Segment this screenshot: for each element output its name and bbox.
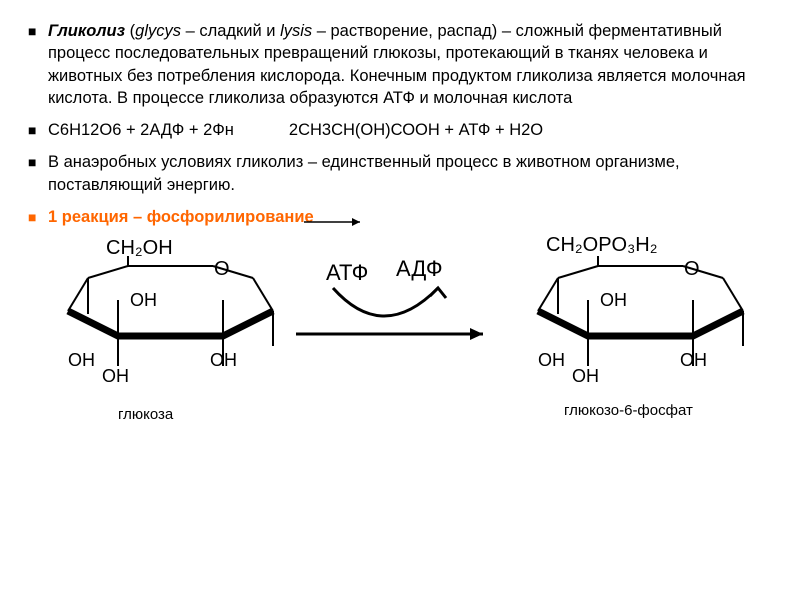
bullet-row-0: ■Гликолиз (glycys – сладкий и lysis – ра… xyxy=(28,20,772,109)
right-oh-4: OH xyxy=(572,366,599,387)
right-oh-2: OH xyxy=(680,350,707,371)
bullet-row-1: ■С6Н12О6 + 2АДФ + 2Фн 2СН3СН(ОН)СООН + А… xyxy=(28,119,772,141)
bullet-marker: ■ xyxy=(28,119,48,141)
right-top-label: CH₂OPO₃H₂ xyxy=(546,234,657,257)
right-oh-3: OH xyxy=(538,350,565,371)
bullet-marker: ■ xyxy=(28,206,48,228)
left-oh-3: OH xyxy=(68,350,95,371)
bullet-content-2: В анаэробных условиях гликолиз – единств… xyxy=(48,151,772,196)
eq-arrow xyxy=(302,215,372,229)
right-bottom: глюкозо-6-фосфат xyxy=(564,402,693,419)
reaction-arrow xyxy=(288,274,498,364)
left-oh-2: OH xyxy=(210,350,237,371)
bullet-marker: ■ xyxy=(28,20,48,109)
bullet-row-3: ■1 реакция – фосфорилирование xyxy=(28,206,772,228)
reaction-diagram: CH₂OH O OH OH OH OH глюкоза АТФ АДФ xyxy=(48,238,788,448)
bullet-list: ■Гликолиз (glycys – сладкий и lysis – ра… xyxy=(28,20,772,228)
left-oh-1: OH xyxy=(130,290,157,311)
bullet-content-0: Гликолиз (glycys – сладкий и lysis – рас… xyxy=(48,20,772,109)
left-oh-4: OH xyxy=(102,366,129,387)
bullet-content-3: 1 реакция – фосфорилирование xyxy=(48,206,314,228)
bullet-marker: ■ xyxy=(28,151,48,196)
g6p-ring xyxy=(518,256,748,406)
bullet-content-1: С6Н12О6 + 2АДФ + 2Фн 2СН3СН(ОН)СООН + АТ… xyxy=(48,119,543,141)
glucose-ring xyxy=(48,256,278,406)
left-bottom: глюкоза xyxy=(118,406,173,423)
bullet-row-2: ■В анаэробных условиях гликолиз – единст… xyxy=(28,151,772,196)
right-oh-1: OH xyxy=(600,290,627,311)
